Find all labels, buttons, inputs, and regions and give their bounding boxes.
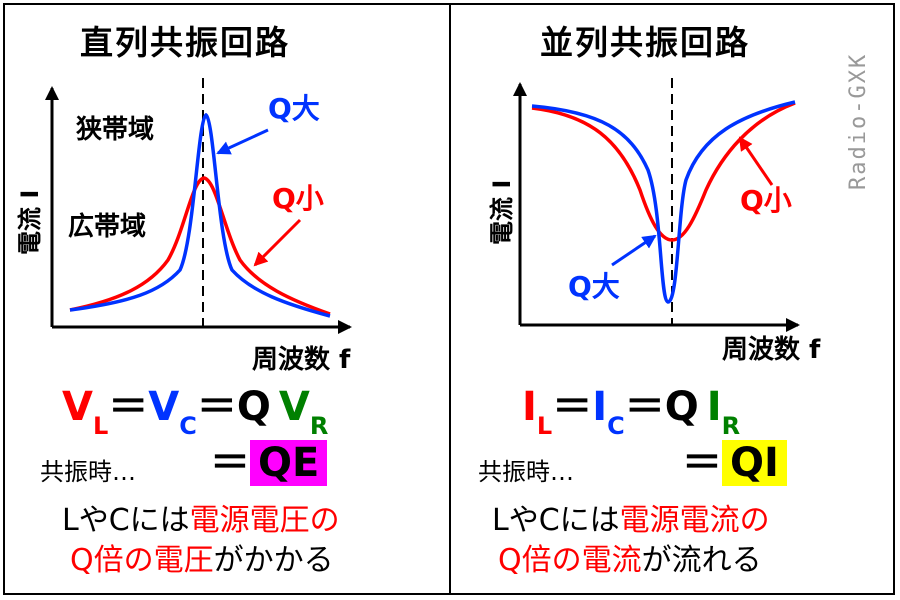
q-low-arrow: [738, 136, 774, 186]
eq-sign: ＝: [682, 440, 722, 486]
x-axis-label: 周波数 f: [722, 335, 821, 365]
q-low-label: Q小: [272, 182, 324, 215]
vl-symbol: V: [62, 384, 93, 430]
left-desc-line2: Q倍の電圧がかかる: [70, 540, 334, 582]
q-high-label: Q大: [268, 92, 320, 125]
narrow-band-label: 狭帯域: [75, 115, 154, 145]
desc-highlight: Q倍の電圧: [70, 543, 214, 578]
vl-sub: L: [92, 412, 109, 440]
ic-symbol: I: [592, 384, 608, 430]
desc-highlight: 電源電流の: [619, 503, 770, 538]
desc-highlight: 電源電圧の: [189, 503, 340, 538]
right-resonance-label: 共振時…: [478, 458, 574, 486]
y-axis-label: 電流 I: [488, 180, 516, 245]
q-low-curve: [69, 176, 331, 316]
left-resonance-label: 共振時…: [40, 458, 136, 486]
right-equation: IL＝IC＝Q IR: [522, 374, 740, 440]
desc-text: LやCには: [492, 503, 620, 538]
right-graph: 電流 I 周波数 f Q大 Q小: [488, 78, 821, 365]
desc-text: がかかる: [213, 543, 334, 578]
il-sub: L: [536, 412, 553, 440]
vr-symbol: V: [278, 384, 310, 430]
qe-box: QE: [250, 440, 328, 486]
q-high-arrow: [216, 128, 269, 155]
left-equation: VL＝VC＝Q VR: [62, 374, 328, 440]
desc-highlight: Q倍の電流: [498, 543, 642, 578]
left-graph: 電流 I 周波数 f 狭帯域 広帯域 Q大 Q小: [16, 78, 352, 375]
ic-sub: C: [607, 412, 625, 440]
vr-sub: R: [309, 412, 329, 440]
vc-symbol: V: [148, 384, 180, 430]
q-high-curve: [531, 100, 796, 304]
ir-sub: R: [721, 412, 741, 440]
eq-q: ＝Q: [624, 384, 699, 430]
desc-text: が流れる: [641, 543, 762, 578]
vc-sub: C: [179, 412, 197, 440]
eq-sign: ＝: [552, 384, 593, 430]
ir-symbol: I: [706, 384, 722, 430]
panel-divider: [449, 3, 451, 595]
right-desc-line2: Q倍の電流が流れる: [498, 540, 762, 582]
q-high-arrow: [611, 234, 657, 267]
il-symbol: I: [522, 384, 537, 430]
right-title: 並列共振回路: [540, 23, 750, 62]
y-axis-label: 電流 I: [16, 190, 44, 255]
q-low-arrow: [253, 218, 302, 267]
desc-text: LやCには: [62, 503, 190, 538]
q-high-curve: [69, 112, 331, 318]
right-desc-line1: LやCには電源電流の: [492, 500, 770, 542]
eq-sign: ＝: [210, 440, 250, 486]
x-axis-label: 周波数 f: [252, 345, 351, 375]
wide-band-label: 広帯域: [68, 211, 146, 242]
left-desc-line1: LやCには電源電圧の: [62, 500, 340, 542]
left-result: ＝ QE: [210, 430, 328, 488]
q-low-curve: [531, 101, 796, 242]
qi-box: QI: [722, 440, 787, 486]
left-title: 直列共振回路: [80, 23, 290, 62]
q-low-label: Q小: [740, 184, 792, 217]
eq-q: ＝Q: [196, 384, 271, 430]
eq-sign: ＝: [108, 384, 149, 430]
right-result: ＝ QI: [682, 430, 787, 488]
q-high-label: Q大: [568, 270, 620, 303]
